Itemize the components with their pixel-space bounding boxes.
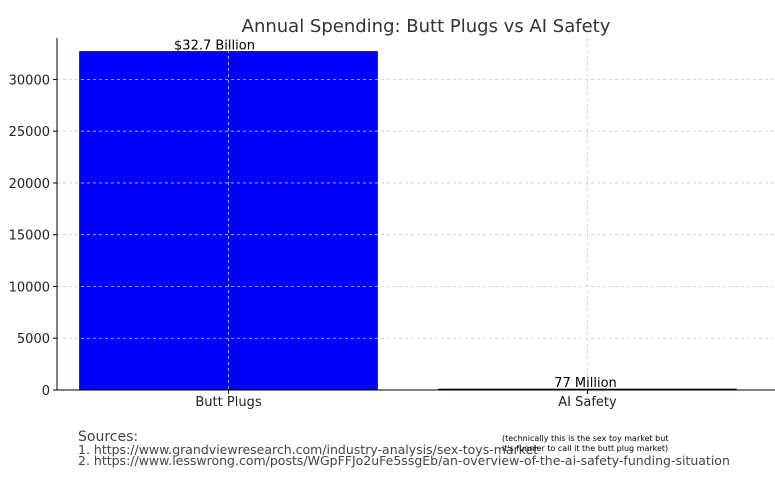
sources-note: (technically this is the sex toy market … <box>502 434 668 453</box>
sources-heading: Sources: <box>78 429 139 445</box>
x-tick-label-1: AI Safety <box>558 395 617 410</box>
data-labels: $32.7 Billion 77 Million <box>174 38 617 391</box>
note-line-2: it's funnier to call it the butt plug ma… <box>502 443 669 453</box>
y-tick-label-0: 0 <box>42 384 50 399</box>
y-tick-label-5: 25000 <box>9 125 50 140</box>
data-label-0: $32.7 Billion <box>174 38 255 53</box>
x-tick-label-0: Butt Plugs <box>195 395 261 410</box>
source-link-2[interactable]: 2. https://www.lesswrong.com/posts/WGpFF… <box>78 453 730 468</box>
y-tick-label-1: 5000 <box>17 332 50 347</box>
grid-lines <box>57 38 775 390</box>
chart-title: Annual Spending: Butt Plugs vs AI Safety <box>242 16 611 37</box>
sources-block: Sources: 1. https://www.grandviewresearc… <box>78 429 730 468</box>
note-line-1: (technically this is the sex toy market … <box>502 434 669 443</box>
source-link-1[interactable]: 1. https://www.grandviewresearch.com/ind… <box>78 442 539 457</box>
y-tick-label-3: 15000 <box>9 229 50 244</box>
data-label-1: 77 Million <box>554 376 617 391</box>
y-tick-label-6: 30000 <box>9 73 50 88</box>
axes: 0 5000 10000 15000 20000 25000 30000 Butt Plugs… <box>9 38 775 410</box>
bars <box>79 51 737 391</box>
y-tick-label-2: 10000 <box>9 280 50 295</box>
y-tick-label-4: 20000 <box>9 177 50 192</box>
